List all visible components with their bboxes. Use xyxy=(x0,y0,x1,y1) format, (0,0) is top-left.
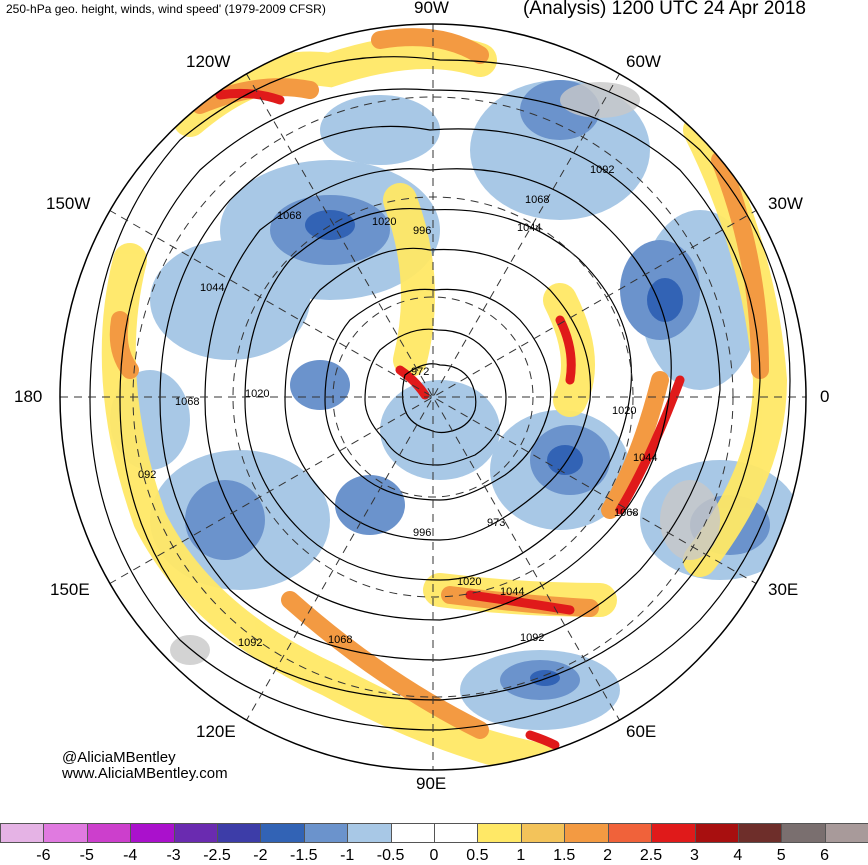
lon-label-0: 0 xyxy=(820,387,830,406)
analysis-time: (Analysis) 1200 UTC 24 Apr 2018 xyxy=(522,0,806,19)
colorbar-swatch xyxy=(347,823,392,843)
contour-label: 1092 xyxy=(238,637,262,649)
colorbar-tick-label: 6 xyxy=(820,847,830,864)
lon-label-150w: 150W xyxy=(46,194,91,213)
colorbar-tick-label: 1 xyxy=(516,847,526,864)
contour-label: 1020 xyxy=(457,576,481,588)
colorbar-tick-label: 1.5 xyxy=(553,847,576,864)
colorbar-tick-label: -2.5 xyxy=(203,847,231,864)
contour-label: 1068 xyxy=(525,194,549,206)
colorbar-ticks: -6 -5 -4 -3 -2.5 -2 -1.5 -1 -0.5 0 0.5 1 1.5 2 2.5 3 4 5 6 xyxy=(0,847,868,865)
contour-label: 996 xyxy=(413,527,431,539)
colorbar-swatch xyxy=(520,823,566,843)
contour-label: 1068 xyxy=(175,396,199,408)
lon-label-90e: 90E xyxy=(416,774,447,793)
colorbar-swatch xyxy=(477,823,522,843)
lon-label-120w: 120W xyxy=(186,52,231,71)
contour-label: 1044 xyxy=(500,586,524,598)
contour-label: 996 xyxy=(413,225,431,237)
colorbar-swatch xyxy=(260,823,305,843)
colorbar-swatch xyxy=(564,823,609,843)
contour-label: 1092 xyxy=(590,164,614,176)
colorbar-swatch xyxy=(737,823,783,843)
colorbar-swatch xyxy=(607,823,653,843)
colorbar-tick-label: 0.5 xyxy=(466,847,489,864)
height-contours xyxy=(89,56,791,731)
contour-label: 1092 xyxy=(520,632,544,644)
lon-label-90w: 90W xyxy=(414,0,449,17)
colorbar-tick-label: -0.5 xyxy=(376,847,405,864)
lon-label-120e: 120E xyxy=(196,722,236,741)
colorbar-swatch xyxy=(824,823,868,843)
contour-label: 1044 xyxy=(633,452,657,464)
colorbar-tick-label: 0 xyxy=(429,847,439,864)
lon-label-60e: 60E xyxy=(626,722,657,741)
colorbar-swatch xyxy=(390,823,436,843)
contour-label: 1044 xyxy=(200,282,224,294)
colorbar-swatch xyxy=(434,823,479,843)
colorbar-swatch xyxy=(173,823,219,843)
polar-map: 1092 1068 1044 1068 1020 996 1044 1020 9… xyxy=(59,23,807,771)
colorbar-swatch xyxy=(217,823,262,843)
colorbar-swatch xyxy=(43,823,88,843)
lon-label-60w: 60W xyxy=(626,52,661,71)
contour-label: 972 xyxy=(411,366,429,378)
colorbar-tick-label: -3 xyxy=(166,847,181,864)
colorbar-tick-label: -4 xyxy=(123,847,138,864)
colorbar-swatch xyxy=(130,823,175,843)
colorbar-tick-label: 4 xyxy=(733,847,743,864)
colorbar-swatch xyxy=(651,823,696,843)
lon-label-30w: 30W xyxy=(768,194,803,213)
map-boundary xyxy=(59,23,807,771)
colorbar: -6 -5 -4 -3 -2.5 -2 -1.5 -1 -0.5 0 0.5 1 1.5 2 2.5 3 4 5 6 xyxy=(0,823,868,865)
graticule xyxy=(60,24,806,770)
contour-label: 1020 xyxy=(612,405,636,417)
contour-label: 973 xyxy=(487,517,505,529)
colorbar-tick-label: -2 xyxy=(253,847,268,864)
credit-website: www.AliciaMBentley.com xyxy=(62,765,228,782)
contour-label: 1044 xyxy=(517,222,541,234)
contour-label: 1068 xyxy=(277,210,301,222)
colorbar-swatches xyxy=(0,823,868,845)
colorbar-tick-label: -1.5 xyxy=(290,847,318,864)
lon-label-180: 180 xyxy=(14,387,43,406)
colorbar-swatch xyxy=(694,823,739,843)
colorbar-tick-label: -1 xyxy=(340,847,355,864)
lon-label-150e: 150E xyxy=(50,580,90,599)
lon-label-30e: 30E xyxy=(768,580,799,599)
colorbar-swatch xyxy=(781,823,826,843)
colorbar-tick-label: 5 xyxy=(776,847,786,864)
contour-label: 1020 xyxy=(372,216,396,228)
contour-label: 092 xyxy=(138,469,156,481)
contour-label: 1068 xyxy=(614,507,638,519)
colorbar-swatch xyxy=(86,823,132,843)
contour-label: 1068 xyxy=(328,634,352,646)
contour-label: 1020 xyxy=(245,388,269,400)
anomaly-field xyxy=(60,24,806,770)
colorbar-swatch xyxy=(0,823,45,843)
colorbar-tick-label: 2 xyxy=(603,847,613,864)
chart-title: 250-hPa geo. height, winds, wind speed' … xyxy=(6,2,326,16)
colorbar-tick-label: 3 xyxy=(689,847,699,864)
colorbar-tick-label: -5 xyxy=(79,847,94,864)
colorbar-swatch xyxy=(303,823,349,843)
colorbar-tick-label: -6 xyxy=(36,847,51,864)
credit-handle: @AliciaMBentley xyxy=(62,749,176,766)
colorbar-tick-label: 2.5 xyxy=(639,847,663,864)
